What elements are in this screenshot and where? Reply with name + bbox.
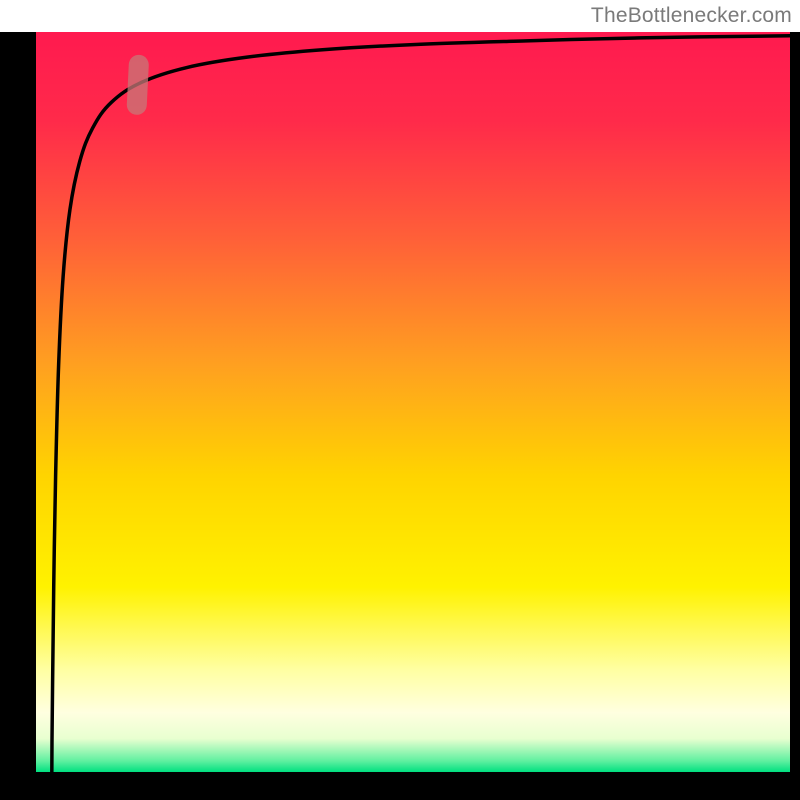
plot-background <box>36 32 790 772</box>
chart-container: TheBottlenecker.com <box>0 0 800 800</box>
axis-x <box>0 772 800 800</box>
axis-y <box>0 32 36 800</box>
bottleneck-curve-chart <box>0 0 800 800</box>
bottleneck-marker <box>126 54 149 115</box>
watermark-text: TheBottlenecker.com <box>591 4 792 28</box>
frame-right <box>790 32 800 800</box>
